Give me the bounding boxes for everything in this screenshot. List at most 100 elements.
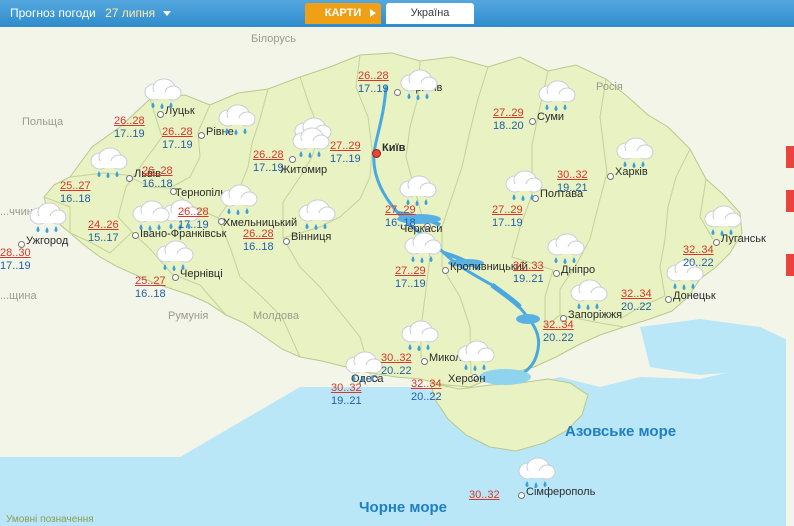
temperature-block: 27..29 17..19 [330, 141, 361, 165]
temperature-block: 26..28 17..19 [358, 71, 389, 95]
day-temperature: 30..32 [557, 169, 588, 181]
geo-label: ...щина [0, 290, 37, 302]
city-label[interactable]: Івано-Франківськ [140, 228, 227, 240]
city-label[interactable]: Харків [615, 166, 648, 178]
tab-maps-label: КАРТИ [324, 7, 362, 19]
temperature-block: 32..34 20..22 [683, 245, 714, 269]
day-temperature: 26..28 [142, 165, 173, 177]
day-temperature: 27..29 [330, 140, 361, 152]
city-label[interactable]: Кропивницький [450, 261, 528, 273]
day-temperature: 27..29 [385, 204, 416, 216]
city-marker[interactable] [560, 315, 567, 322]
city-label[interactable]: Луганськ [721, 233, 766, 245]
night-temperature: 17..19 [395, 278, 426, 290]
geo-label: ...ччина [0, 206, 39, 218]
night-temperature: 15..17 [88, 232, 119, 244]
day-temperature: 26..28 [253, 149, 284, 161]
city-marker[interactable] [170, 188, 177, 195]
city-marker[interactable] [289, 156, 296, 163]
weather-icon-rain [396, 69, 440, 108]
chevron-down-icon[interactable] [163, 11, 172, 17]
night-temperature: 16..18 [243, 241, 274, 253]
night-temperature: 17..19 [358, 83, 389, 95]
city-label[interactable]: Суми [537, 111, 565, 123]
night-temperature: 20..22 [683, 257, 714, 269]
temperature-block: 26..28 17..19 [114, 116, 145, 140]
weather-icon-rain [294, 199, 338, 238]
day-temperature: 30..32 [331, 382, 362, 394]
city-label[interactable]: Тернопіль [175, 187, 227, 199]
weather-icon-rain [501, 170, 545, 209]
city-label[interactable]: Житомир [280, 164, 328, 176]
day-temperature: 27..29 [493, 107, 524, 119]
night-temperature: 17..19 [0, 260, 31, 272]
city-marker[interactable] [157, 111, 164, 118]
city-marker[interactable] [198, 132, 205, 139]
city-marker[interactable] [665, 296, 672, 303]
city-label[interactable]: Сімферополь [526, 486, 596, 498]
city-label[interactable]: Херсон [448, 373, 486, 385]
city-label[interactable]: Полтава [540, 188, 584, 200]
city-label[interactable]: Київ [382, 142, 406, 154]
map-vector [0, 27, 794, 526]
header-bar: Прогноз погоди 27 липня КАРТИ Україна [0, 0, 794, 27]
night-temperature: 17..19 [330, 153, 361, 165]
city-marker[interactable] [442, 267, 449, 274]
capital-marker[interactable] [372, 149, 381, 158]
weather-icon-rain [140, 78, 184, 117]
weather-icon-rain [700, 205, 744, 244]
city-label[interactable]: Одеса [351, 373, 384, 385]
city-label[interactable]: Вінниця [291, 231, 332, 243]
city-marker[interactable] [132, 232, 139, 239]
temperature-block: 32..34 20..22 [411, 379, 442, 403]
day-temperature: 26..28 [178, 206, 209, 218]
tab-maps[interactable]: КАРТИ [305, 3, 381, 24]
city-label[interactable]: Луцьк [165, 105, 195, 117]
day-temperature: 30..32 [381, 352, 412, 364]
city-marker[interactable] [218, 218, 225, 225]
city-marker[interactable] [18, 241, 25, 248]
night-temperature: 20..22 [621, 301, 652, 313]
temperature-block: 26..28 17..19 [178, 207, 209, 231]
city-marker[interactable] [529, 118, 536, 125]
city-marker[interactable] [553, 270, 560, 277]
forecast-title-block[interactable]: Прогноз погоди 27 липня [0, 0, 172, 27]
city-marker[interactable] [424, 223, 431, 230]
weather-icon-rain [86, 147, 130, 186]
night-temperature: 19..21 [557, 182, 588, 194]
city-label[interactable]: Львів [134, 168, 162, 180]
day-temperature: 32..34 [411, 378, 442, 390]
city-label[interactable]: Хмельницький [223, 217, 298, 229]
city-marker[interactable] [713, 239, 720, 246]
day-temperature: 27..29 [395, 265, 426, 277]
city-marker[interactable] [394, 89, 401, 96]
temperature-block: 30..32 19..21 [331, 383, 362, 407]
city-marker[interactable] [126, 175, 133, 182]
city-label[interactable]: Донецьк [673, 290, 716, 302]
city-marker[interactable] [283, 238, 290, 245]
city-marker[interactable] [518, 492, 525, 499]
city-label[interactable]: Запоріжжя [568, 309, 623, 321]
weather-icon-rain [514, 457, 558, 496]
tab-ukraine[interactable]: Україна [386, 3, 474, 24]
weather-icon-rain [152, 240, 196, 279]
night-temperature: 17..19 [492, 217, 523, 229]
night-temperature: 16..18 [60, 193, 91, 205]
map-canvas[interactable]: Білорусь Росія Польща Румунія Молдова ..… [0, 27, 794, 526]
city-marker[interactable] [607, 173, 614, 180]
weather-icon-rain [341, 351, 385, 390]
weather-icon-rain [216, 184, 260, 223]
city-marker[interactable] [172, 274, 179, 281]
day-temperature: 26..28 [358, 70, 389, 82]
city-label[interactable]: Ужгород [26, 235, 69, 247]
night-temperature: 17..19 [114, 128, 145, 140]
temperature-block: 27..29 16..18 [385, 205, 416, 229]
city-label[interactable]: Дніпро [561, 264, 596, 276]
legend-link[interactable]: Умовні позначення [6, 514, 94, 525]
city-label[interactable]: Чернівці [180, 268, 223, 280]
city-marker[interactable] [471, 374, 478, 381]
day-temperature: 25..27 [60, 180, 91, 192]
city-marker[interactable] [421, 358, 428, 365]
city-label[interactable]: Черкаси [400, 223, 443, 235]
